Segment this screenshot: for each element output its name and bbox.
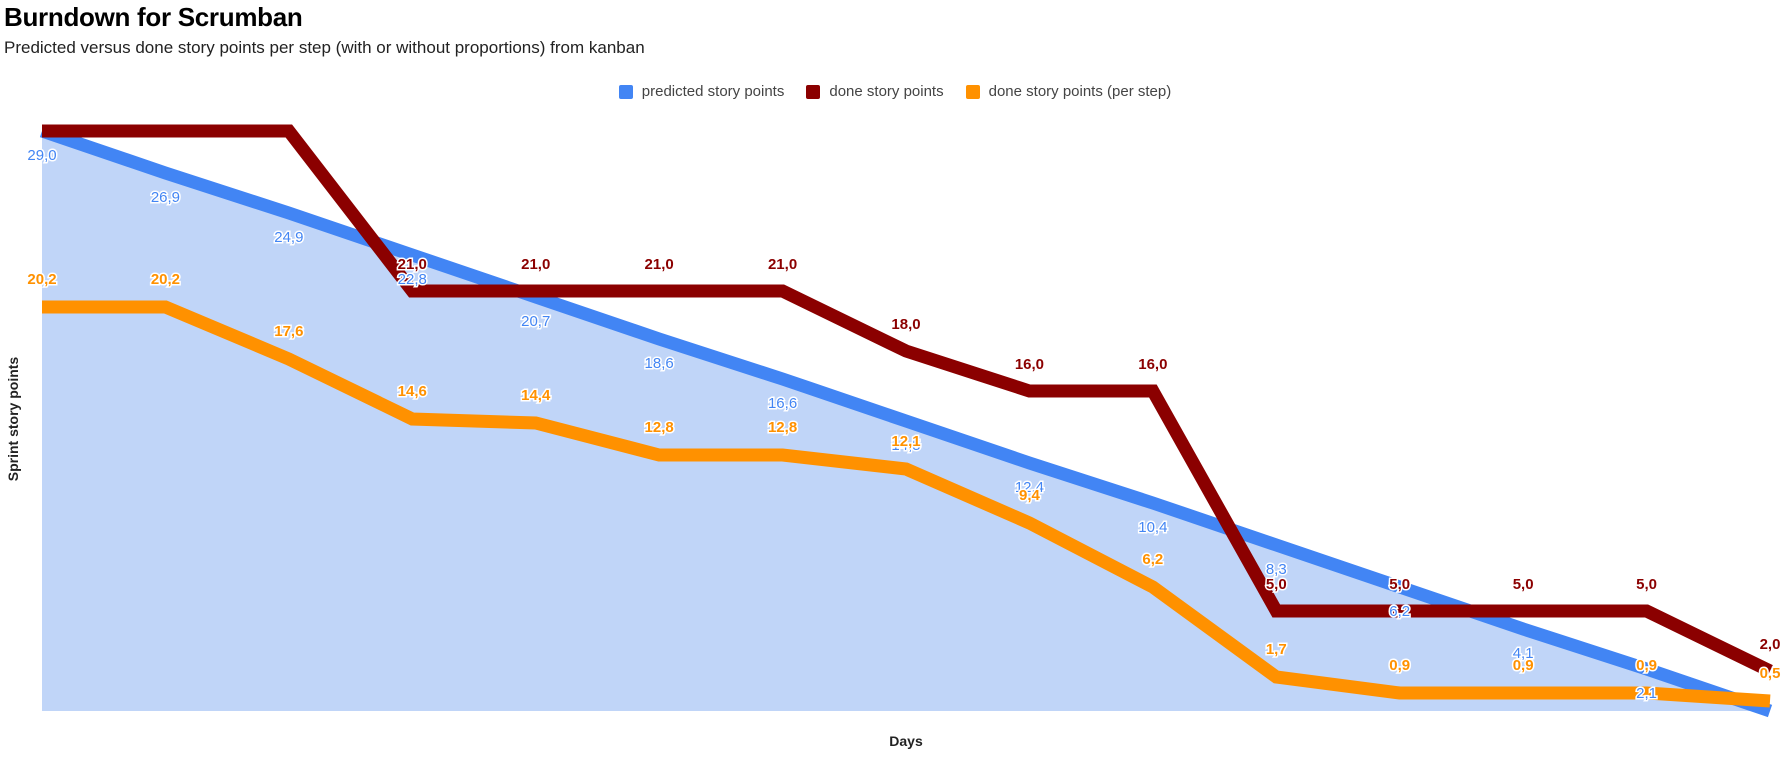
done-data-label: 21,0	[398, 256, 427, 273]
y-axis-label: Sprint story points	[5, 356, 21, 482]
predicted-data-label: 29,0	[27, 147, 56, 164]
done-per-step-data-label: 0,5	[1760, 665, 1781, 682]
done-per-step-data-label: 0,9	[1389, 657, 1410, 674]
done-per-step-data-label: 17,6	[274, 323, 303, 340]
done-data-label: 16,0	[1138, 356, 1167, 373]
predicted-data-label: 14,5	[891, 437, 920, 454]
done-data-label: 5,0	[1513, 576, 1534, 593]
chart-title: Burndown for Scrumban	[4, 2, 303, 32]
chart-legend: predicted story points done story points…	[0, 83, 1790, 100]
done-per-step-data-label: 1,7	[1266, 641, 1287, 658]
done-per-step-data-label: 9,4	[1019, 487, 1041, 504]
legend-swatch-done	[806, 84, 821, 99]
done-data-label: 18,0	[891, 316, 920, 333]
done-data-label: 21,0	[768, 256, 797, 273]
done-per-step-data-label: 6,2	[1142, 551, 1163, 568]
done-line	[42, 124, 1773, 677]
x-axis-label: Days	[889, 733, 923, 749]
predicted-data-label: 18,6	[645, 355, 674, 372]
predicted-data-label: 6,2	[1389, 603, 1410, 620]
done-per-step-line	[42, 300, 1771, 708]
done-per-step-data-label: 0,9	[1636, 657, 1657, 674]
predicted-data-label: 10,4	[1138, 519, 1167, 536]
legend-swatch-done-per-step	[965, 84, 980, 99]
legend-item-done[interactable]: done story points	[806, 83, 944, 100]
done-data-label: 21,0	[521, 256, 550, 273]
done-per-step-data-label: 14,4	[521, 387, 551, 404]
predicted-data-label: 16,6	[768, 395, 797, 412]
done-per-step-data-label: 12,8	[768, 419, 797, 436]
legend-label-done-per-step: done story points (per step)	[988, 83, 1172, 100]
done-data-label: 5,0	[1636, 576, 1657, 593]
done-per-step-data-label: 20,2	[151, 271, 180, 288]
legend-item-predicted[interactable]: predicted story points	[618, 83, 785, 100]
predicted-data-label: 4,1	[1513, 645, 1534, 662]
done-per-step-data-label: 12,8	[645, 419, 674, 436]
done-data-label: 5,0	[1266, 576, 1287, 593]
done-data-label: 5,0	[1389, 576, 1410, 593]
predicted-data-label: 20,7	[521, 313, 550, 330]
predicted-data-label: 22,8	[398, 271, 427, 288]
legend-label-predicted: predicted story points	[641, 83, 785, 100]
predicted-data-label: 26,9	[151, 189, 180, 206]
legend-item-done-per-step[interactable]: done story points (per step)	[965, 83, 1172, 100]
done-data-label: 2,0	[1760, 636, 1781, 653]
done-per-step-data-label: 20,2	[27, 271, 56, 288]
done-per-step-data-label: 14,6	[398, 383, 427, 400]
predicted-data-label: 12,4	[1015, 479, 1044, 496]
done-per-step-data-label: 12,1	[891, 433, 920, 450]
predicted-data-label: 8,3	[1266, 561, 1287, 578]
predicted-data-label: 2,1	[1636, 685, 1657, 702]
done-per-step-data-label: 0,9	[1513, 657, 1534, 674]
chart-subtitle: Predicted versus done story points per s…	[4, 38, 645, 57]
legend-label-done: done story points	[829, 83, 944, 100]
done-data-label: 21,0	[645, 256, 674, 273]
done-data-label: 16,0	[1015, 356, 1044, 373]
legend-swatch-predicted	[618, 84, 633, 99]
predicted-data-label: 24,9	[274, 229, 303, 246]
